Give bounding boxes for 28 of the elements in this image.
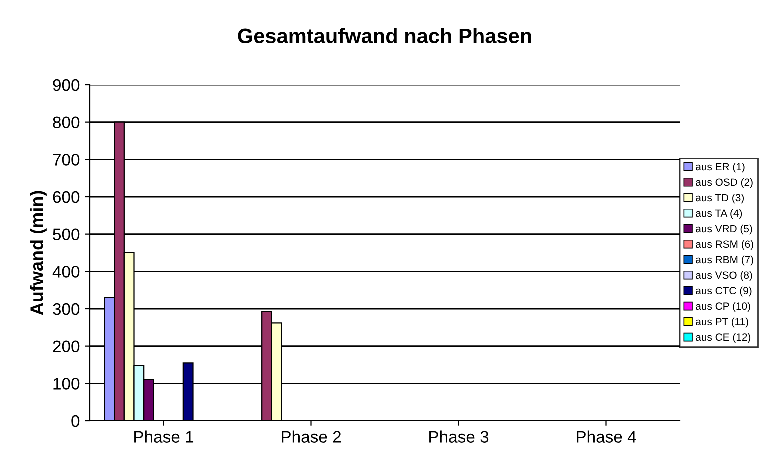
y-tick-label: 500 xyxy=(53,228,80,241)
y-tick-label: 0 xyxy=(72,415,80,428)
chart-title: Gesamtaufwand nach Phasen xyxy=(238,28,532,44)
y-tick-label: 100 xyxy=(54,378,80,390)
legend-label: aus CTC (9) xyxy=(696,286,752,297)
legend-label: aus RBM (7) xyxy=(696,256,754,266)
legend-label: aus VRD (5) xyxy=(696,224,752,235)
x-tick-label: Phase 3 xyxy=(430,430,489,443)
y-tick-label: 300 xyxy=(53,303,80,316)
legend-label: aus VSO (8) xyxy=(696,271,752,282)
x-tick-label: Phase 2 xyxy=(282,430,341,443)
legend-label: aus CE (12) xyxy=(696,333,751,344)
x-tick-label: Phase 1 xyxy=(134,430,194,443)
y-tick-label: 400 xyxy=(52,266,80,278)
legend-label: aus OSD (2) xyxy=(696,178,753,188)
legend-label: aus CP (10) xyxy=(696,302,750,312)
legend-label: aus TD (3) xyxy=(696,194,744,204)
y-tick-label: 700 xyxy=(53,154,80,166)
x-tick-label: Phase 4 xyxy=(577,430,636,443)
y-tick-label: 600 xyxy=(53,191,80,204)
legend-label: aus ER (1) xyxy=(696,162,745,173)
y-tick-label: 800 xyxy=(53,116,80,129)
y-tick-label: 900 xyxy=(53,79,80,92)
y-tick-label: 200 xyxy=(53,340,80,353)
legend-label: aus RSM (6) xyxy=(696,240,754,250)
y-axis-title: Aufwand (min) xyxy=(30,191,47,316)
legend-label: aus TA (4) xyxy=(696,209,742,220)
legend-label: aus PT (11) xyxy=(696,318,748,328)
